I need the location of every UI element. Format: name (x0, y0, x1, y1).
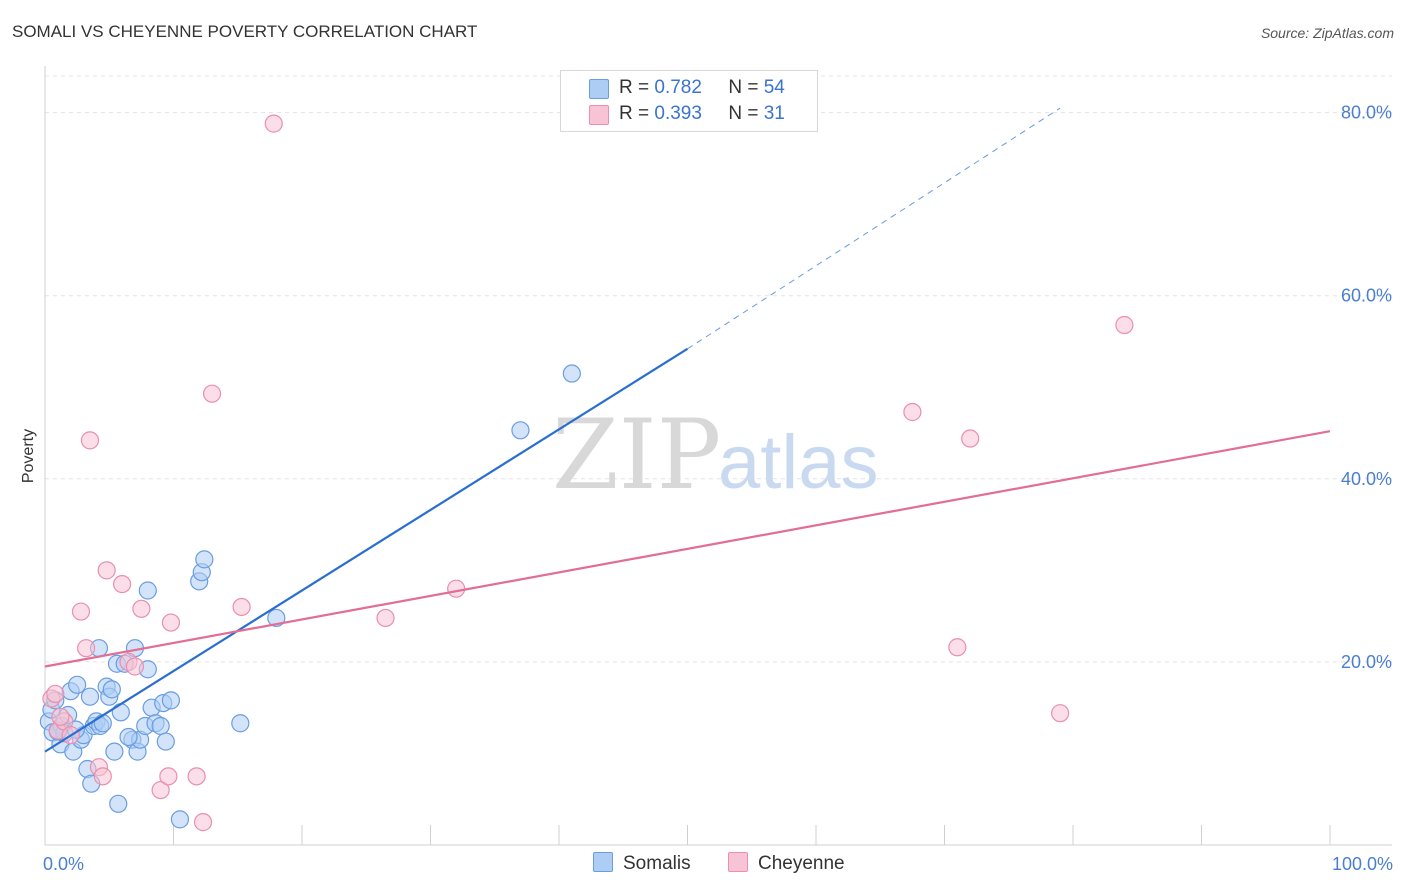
y-tick-label: 40.0% (1341, 469, 1392, 489)
correlation-legend: R = 0.782 N = 54 R = 0.393 N = 31 (560, 70, 818, 132)
legend-n-label: N = (728, 77, 759, 98)
point-somalis (156, 732, 175, 751)
point-cheyenne (132, 599, 151, 618)
point-somalis (562, 364, 581, 383)
source-label: Source: ZipAtlas.com (1260, 25, 1394, 41)
point-somalis (138, 581, 157, 600)
legend-r-value-cheyenne: 0.393 (654, 103, 702, 124)
point-cheyenne (961, 429, 980, 448)
point-somalis (102, 680, 121, 699)
watermark-atlas: atlas (718, 420, 879, 505)
point-somalis (68, 675, 87, 694)
point-somalis (195, 550, 214, 569)
point-cheyenne (447, 579, 466, 598)
legend-swatch-cheyenne (589, 105, 609, 125)
bottom-legend-swatch-somalis (593, 852, 613, 872)
point-cheyenne (376, 608, 395, 628)
point-cheyenne (51, 707, 70, 726)
points-layer (39, 114, 1134, 832)
x-tick-label: 0.0% (43, 854, 84, 874)
point-cheyenne (161, 613, 181, 632)
point-cheyenne (80, 431, 100, 450)
y-tick-label: 20.0% (1341, 652, 1392, 672)
legend-n-value-cheyenne: 31 (763, 103, 785, 124)
point-somalis (93, 714, 112, 733)
point-cheyenne (93, 767, 112, 786)
trend-layer (44, 107, 1331, 753)
legend-n-label: N = (728, 103, 759, 124)
point-cheyenne (112, 574, 132, 594)
point-somalis (105, 742, 124, 761)
point-somalis (111, 703, 130, 722)
bottom-legend-cheyenne: Cheyenne (728, 852, 845, 875)
grid-layer (45, 75, 1392, 663)
legend-r-label: R = (619, 77, 650, 98)
point-cheyenne (159, 767, 178, 786)
point-somalis (170, 810, 190, 829)
point-cheyenne (202, 384, 222, 403)
point-cheyenne (903, 402, 922, 422)
point-cheyenne (264, 114, 283, 133)
legend-r-label: R = (619, 103, 650, 124)
bottom-legend-label-cheyenne: Cheyenne (758, 853, 845, 874)
legend-swatch-somalis (589, 79, 609, 99)
point-somalis (267, 608, 286, 628)
point-cheyenne (77, 639, 96, 658)
y-tick-label: 60.0% (1341, 286, 1392, 306)
bottom-legend-somalis: Somalis (593, 852, 691, 875)
tick-layer: 20.0% 40.0% 60.0% 80.0% 0.0% 100.0% (43, 103, 1393, 874)
point-cheyenne (1051, 704, 1070, 723)
point-cheyenne (71, 602, 91, 621)
point-somalis (80, 687, 100, 706)
point-cheyenne (948, 638, 967, 657)
point-cheyenne (187, 767, 206, 786)
point-cheyenne (46, 684, 65, 704)
point-cheyenne (193, 813, 213, 832)
trendline-extension-somalis (687, 107, 1061, 350)
x-tick-label: 100.0% (1332, 854, 1393, 874)
point-somalis (161, 691, 181, 710)
bottom-legend-swatch-cheyenne (728, 852, 748, 872)
legend-n-value-somalis: 54 (763, 77, 785, 98)
y-tick-label: 80.0% (1341, 103, 1392, 123)
point-cheyenne (125, 657, 145, 676)
point-somalis (109, 794, 128, 813)
point-cheyenne (232, 597, 251, 617)
point-somalis (119, 727, 138, 747)
point-cheyenne (1115, 315, 1134, 335)
point-somalis (231, 714, 250, 733)
point-somalis (511, 421, 530, 440)
point-cheyenne (151, 780, 170, 800)
point-cheyenne (97, 561, 116, 580)
bottom-legend-label-somalis: Somalis (623, 853, 691, 874)
chart-title: SOMALI VS CHEYENNE POVERTY CORRELATION C… (12, 22, 478, 41)
watermark-zip: ZIP (552, 399, 721, 511)
legend-r-value-somalis: 0.782 (654, 77, 702, 98)
trendline-cheyenne (44, 430, 1331, 668)
trendline-somalis (44, 347, 689, 753)
watermark: ZIP atlas (552, 399, 879, 511)
point-somalis (151, 716, 170, 736)
